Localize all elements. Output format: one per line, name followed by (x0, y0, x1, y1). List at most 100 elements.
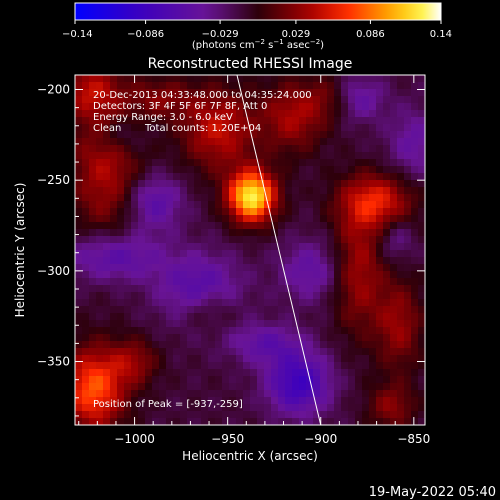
heatmap-cell (159, 229, 167, 237)
heatmap-cell (257, 292, 265, 300)
heatmap-cell (89, 278, 97, 286)
heatmap-cell (187, 222, 195, 230)
heatmap-cell (334, 306, 342, 314)
heatmap-cell (222, 411, 230, 419)
heatmap-cell (341, 362, 349, 370)
heatmap-cell (362, 264, 370, 272)
heatmap-cell (278, 285, 286, 293)
heatmap-cell (264, 124, 272, 132)
heatmap-cell (152, 110, 160, 118)
heatmap-cell (180, 75, 188, 83)
heatmap-cell (299, 159, 307, 167)
heatmap-cell (376, 257, 384, 265)
heatmap-cell (383, 236, 391, 244)
heatmap-cell (271, 89, 279, 97)
heatmap-cell (313, 418, 321, 425)
heatmap-cell (173, 264, 181, 272)
heatmap-cell (131, 383, 139, 391)
heatmap-cell (131, 82, 139, 90)
heatmap-cell (418, 271, 425, 279)
heatmap-cell (397, 327, 405, 335)
heatmap-cell (103, 208, 111, 216)
heatmap-cell (89, 299, 97, 307)
heatmap-cell (124, 89, 132, 97)
heatmap-cell (278, 166, 286, 174)
heatmap-cell (299, 397, 307, 405)
heatmap-cell (278, 278, 286, 286)
heatmap-cell (187, 369, 195, 377)
heatmap-cell (411, 131, 419, 139)
heatmap-cell (96, 292, 104, 300)
heatmap-cell (201, 117, 209, 125)
heatmap-cell (166, 383, 174, 391)
heatmap-cell (257, 383, 265, 391)
heatmap-cell (96, 411, 104, 419)
heatmap-cell (320, 257, 328, 265)
heatmap-cell (257, 110, 265, 118)
heatmap-cell (215, 180, 223, 188)
heatmap-cell (320, 138, 328, 146)
heatmap-cell (306, 383, 314, 391)
heatmap-cell (194, 320, 202, 328)
heatmap-cell (369, 390, 377, 398)
heatmap-cell (110, 397, 118, 405)
heatmap-cell (110, 257, 118, 265)
heatmap-cell (194, 278, 202, 286)
heatmap-cell (166, 327, 174, 335)
heatmap-cell (397, 341, 405, 349)
heatmap-cell (173, 397, 181, 405)
heatmap-cell (124, 306, 132, 314)
heatmap-cell (215, 264, 223, 272)
heatmap-cell (369, 376, 377, 384)
heatmap-cell (264, 278, 272, 286)
heatmap-cell (103, 355, 111, 363)
heatmap-cell (348, 250, 356, 258)
heatmap-cell (271, 285, 279, 293)
heatmap-cell (208, 187, 216, 195)
heatmap-cell (411, 418, 419, 425)
heatmap-cell (166, 313, 174, 321)
heatmap-cell (166, 131, 174, 139)
heatmap-cell (201, 278, 209, 286)
heatmap-cell (299, 82, 307, 90)
heatmap-cell (376, 117, 384, 125)
heatmap-cell (355, 215, 363, 223)
heatmap-cell (103, 159, 111, 167)
heatmap-cell (166, 292, 174, 300)
heatmap-cell (208, 264, 216, 272)
heatmap-cell (152, 208, 160, 216)
heatmap-cell (334, 404, 342, 412)
heatmap-cell (341, 82, 349, 90)
heatmap-cell (313, 334, 321, 342)
heatmap-cell (376, 229, 384, 237)
heatmap-cell (89, 194, 97, 202)
heatmap-cell (96, 166, 104, 174)
heatmap-cell (145, 285, 153, 293)
heatmap-cell (117, 75, 125, 83)
heatmap-cell (138, 390, 146, 398)
heatmap-cell (243, 187, 251, 195)
heatmap-cell (292, 82, 300, 90)
heatmap-cell (152, 166, 160, 174)
heatmap-cell (418, 243, 425, 251)
heatmap-cell (397, 201, 405, 209)
heatmap-cell (215, 257, 223, 265)
heatmap-cell (173, 208, 181, 216)
heatmap-cell (194, 369, 202, 377)
heatmap-cell (187, 208, 195, 216)
heatmap-image (75, 75, 425, 425)
heatmap-cell (362, 243, 370, 251)
heatmap-cell (201, 187, 209, 195)
heatmap-cell (96, 264, 104, 272)
heatmap-cell (355, 411, 363, 419)
heatmap-cell (250, 110, 258, 118)
heatmap-cell (152, 285, 160, 293)
heatmap-cell (404, 187, 412, 195)
heatmap-cell (271, 96, 279, 104)
heatmap-cell (418, 285, 425, 293)
heatmap-cell (285, 306, 293, 314)
total-counts-text: Total counts: 1.20E+04 (144, 123, 261, 134)
heatmap-cell (313, 166, 321, 174)
heatmap-cell (215, 215, 223, 223)
heatmap-cell (103, 222, 111, 230)
